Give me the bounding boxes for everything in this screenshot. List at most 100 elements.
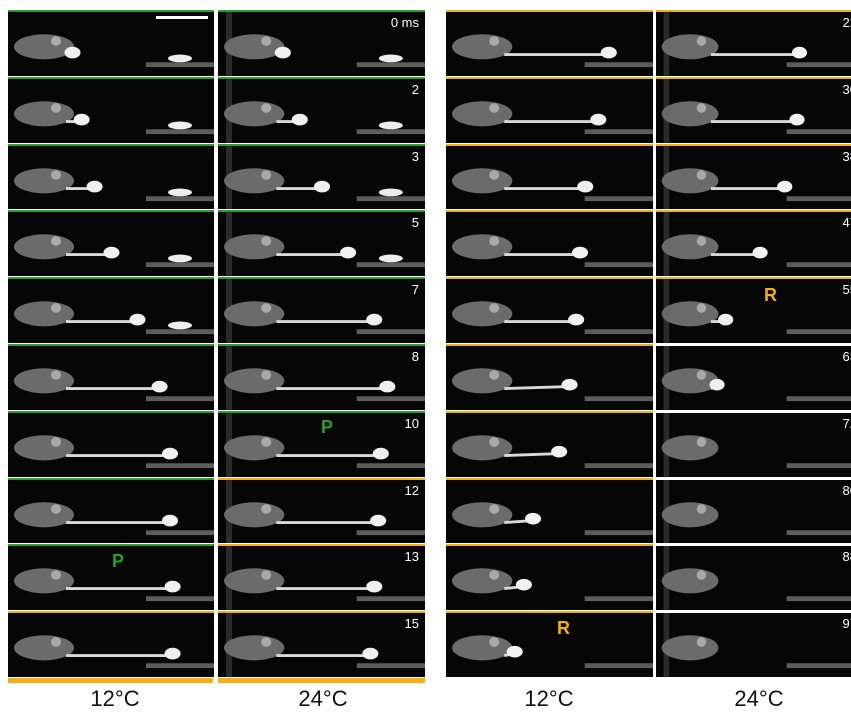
time-label: 2 [411,81,419,97]
time-label: 63 [842,349,851,364]
video-frame: 5 [218,210,425,277]
chameleon-head [14,301,74,327]
chameleon-eye [489,570,500,581]
chameleon-eye [51,436,61,447]
video-frame [446,143,653,210]
video-frame: 22 [656,10,851,76]
video-frame: 2 [218,76,425,143]
tongue-pad [64,46,81,59]
tongue-pad [73,113,90,126]
video-frame [8,210,214,277]
video-frame [446,544,653,611]
prey-stick [786,129,851,134]
frame-drawing [224,78,425,143]
frame-drawing [661,346,851,410]
chameleon-head [661,568,719,594]
prey-stick [786,396,851,402]
prey-stick [786,329,851,335]
video-frame: 38 [656,143,851,210]
chameleon-head [661,101,719,127]
tongue-pad [524,512,542,525]
chameleon-eye [51,637,61,648]
time-label: 12 [404,482,419,498]
frame-drawing [14,34,214,68]
chameleon-head [224,34,285,60]
video-frame: 80 [656,477,851,544]
video-frame [8,143,214,210]
video-frame: 13 [218,544,425,611]
prey-stick [146,663,214,669]
prey-stick [146,596,214,602]
chameleon-head [661,435,719,461]
frame-drawing [452,101,653,134]
tongue-pad [86,180,103,192]
video-frame [446,210,653,277]
chameleon-eye [261,36,272,46]
tongue-pad [366,313,383,326]
video-frame: 7 [218,277,425,343]
video-frame [446,76,653,143]
video-frame [446,611,653,677]
prey-stick [146,129,214,134]
frame-drawing [14,301,214,335]
prey-stick [356,329,425,335]
chameleon-head [14,568,74,594]
bottom-orange-bar-12c [8,678,213,683]
phase-label-retraction-24c: R [764,285,777,305]
chameleon-head [452,568,513,594]
chameleon-head [14,435,74,461]
phase-label-retraction-12c: R [557,618,570,638]
frame-drawing [661,546,851,611]
video-frame: 55 [656,277,851,343]
frame-drawing [224,613,425,677]
prey-item [168,321,192,330]
chameleon-head [224,101,285,127]
chameleon-eye [261,236,272,247]
video-frame [8,277,214,343]
chameleon-head [452,501,513,527]
prey-stick [356,463,425,468]
frame-drawing [224,212,425,277]
chameleon-head [452,435,513,461]
frame-drawing [661,412,851,477]
chameleon-eye [489,637,500,648]
video-frame: 3 [218,143,425,210]
chameleon-head [14,501,74,527]
frame-drawing [452,234,653,268]
prey-stick [356,262,425,268]
video-frame [8,76,214,143]
frame-drawing [224,279,425,343]
chameleon-eye [696,169,707,180]
chameleon-eye [51,370,61,380]
chameleon-head [14,101,74,127]
chameleon-eye [261,303,272,314]
chameleon-eye [261,637,272,648]
tongue-pad [515,579,532,591]
prey-stick [146,195,214,201]
tongue-pad [561,378,578,391]
chameleon-head [452,34,513,60]
column-label-24c-left: 24°C [298,686,348,711]
frame-drawing [452,435,653,468]
frame-drawing [452,167,653,201]
frame-drawing [224,145,425,210]
tongue [504,385,570,390]
video-frame [446,277,653,343]
video-frame: 63 [656,344,851,410]
time-label: 0 ms [390,15,419,30]
prey-stick [584,529,653,535]
chameleon-head [224,368,285,394]
prey-item [378,121,403,130]
video-frame: 72 [656,410,851,477]
prey-stick [146,463,214,468]
tongue [504,451,560,457]
phase-label-prey-capture-24c: P [321,417,334,437]
tongue-pad [709,378,725,391]
frame-drawing [452,301,653,335]
chameleon-eye [489,36,500,46]
prey-item [378,188,403,196]
time-label: 5 [411,215,419,231]
video-frame [446,477,653,544]
tongue-pad [164,647,181,660]
frame-drawing [661,279,851,343]
